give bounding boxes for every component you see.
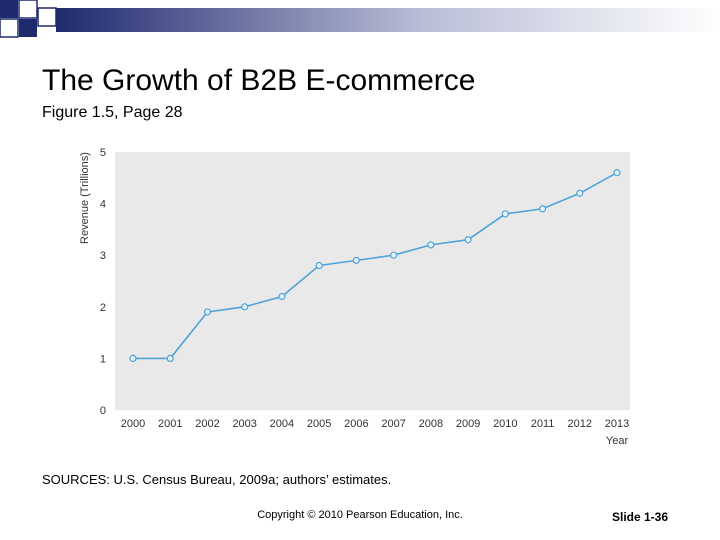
plot-area xyxy=(115,152,630,410)
y-tick-label-2: 2 xyxy=(100,302,106,314)
y-axis-label: Revenue (Trillions) xyxy=(79,152,91,244)
x-tick-label-2008: 2008 xyxy=(419,418,443,430)
copyright-notice: Copyright © 2010 Pearson Education, Inc. xyxy=(257,509,463,521)
sources-note: SOURCES: U.S. Census Bureau, 2009a; auth… xyxy=(42,472,392,487)
x-tick-label-2005: 2005 xyxy=(307,418,331,430)
slide-title: The Growth of B2B E-commerce xyxy=(42,64,476,97)
x-tick-label-2007: 2007 xyxy=(381,418,405,430)
x-tick-label-2002: 2002 xyxy=(195,418,219,430)
data-point-2010 xyxy=(501,210,509,218)
header-decoration xyxy=(0,0,720,38)
figure-caption: Figure 1.5, Page 28 xyxy=(42,104,183,121)
x-tick-label-2009: 2009 xyxy=(456,418,480,430)
data-point-2009 xyxy=(464,236,472,244)
slide-number: Slide 1-36 xyxy=(612,510,669,524)
x-tick-label-2010: 2010 xyxy=(493,418,517,430)
series-line-0 xyxy=(133,171,618,360)
data-point-2005 xyxy=(315,261,323,270)
x-tick-label-2000: 2000 xyxy=(121,418,145,430)
x-tick-label-2011: 2011 xyxy=(531,418,555,430)
data-point-2004 xyxy=(278,292,286,301)
x-tick-label-2004: 2004 xyxy=(270,418,294,430)
data-point-2008 xyxy=(427,241,435,249)
data-point-2000 xyxy=(129,354,137,362)
data-point-2007 xyxy=(390,251,398,259)
x-tick-label-2013: 2013 xyxy=(605,418,629,430)
y-tick-label-3: 3 xyxy=(100,250,106,262)
line-chart: Revenue (Trillions) Year 0 1 2 3 4 5 2000 2001 2… xyxy=(79,147,630,447)
x-axis-label: Year xyxy=(606,435,629,447)
y-tick-label-5: 5 xyxy=(100,147,106,159)
data-point-2012 xyxy=(576,189,584,197)
data-point-2011 xyxy=(538,205,547,213)
data-point-2006 xyxy=(352,256,360,264)
x-tick-label-2001: 2001 xyxy=(158,418,182,430)
y-tick-label-0: 0 xyxy=(100,405,106,417)
data-point-2001 xyxy=(166,354,174,362)
data-point-2013 xyxy=(613,169,621,177)
y-tick-label-4: 4 xyxy=(100,199,106,211)
data-point-2002 xyxy=(203,308,212,316)
x-tick-label-2006: 2006 xyxy=(344,418,368,430)
x-tick-label-2003: 2003 xyxy=(232,418,256,430)
y-tick-label-1: 1 xyxy=(100,353,106,365)
data-point-2003 xyxy=(241,303,249,311)
x-tick-label-2012: 2012 xyxy=(568,418,592,430)
